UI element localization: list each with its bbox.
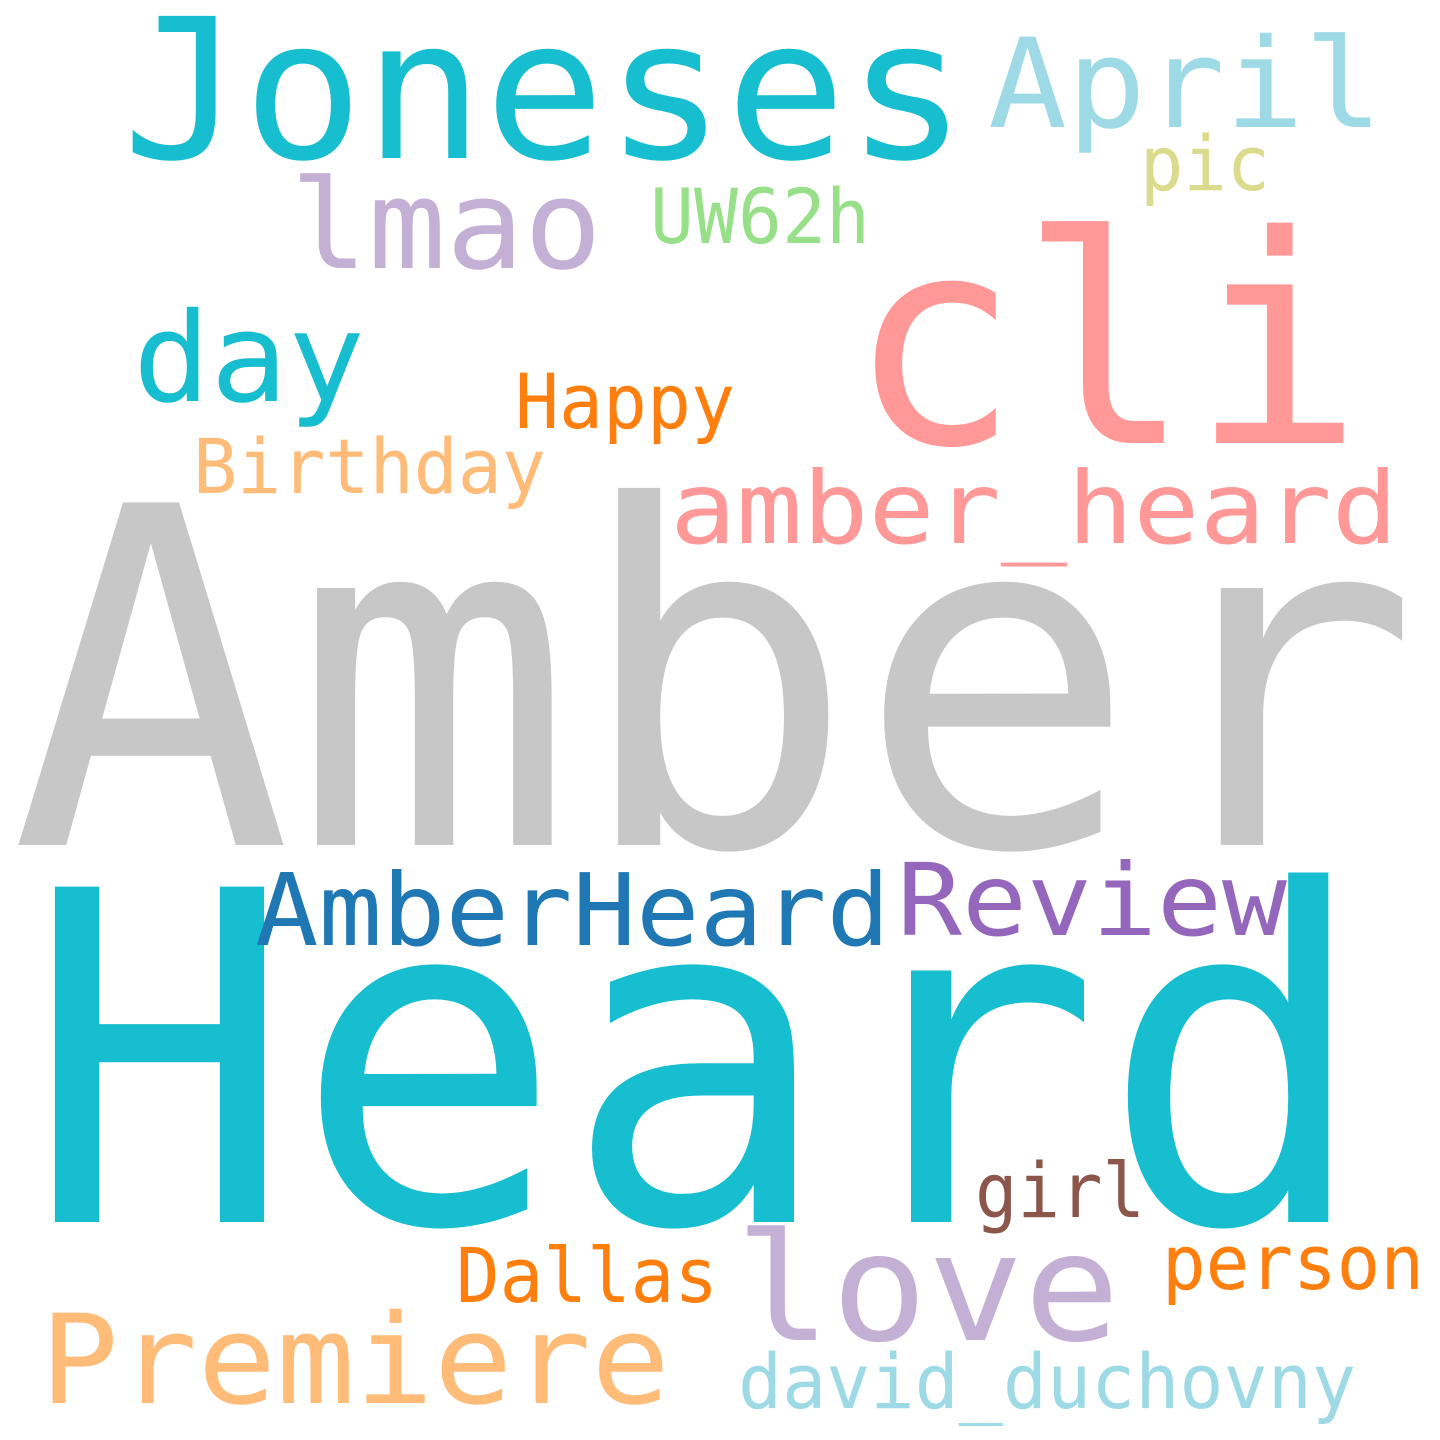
word-love: love bbox=[735, 1202, 1120, 1376]
word-joneses: Joneses bbox=[122, 0, 967, 204]
word-review: Review bbox=[897, 842, 1288, 959]
word-day: day bbox=[133, 287, 365, 431]
word-lmao: lmao bbox=[290, 154, 602, 298]
word-amber-heard-handle: amber_heard bbox=[670, 450, 1398, 567]
word-heard: Heard bbox=[25, 796, 1370, 1331]
word-person: person bbox=[1162, 1218, 1424, 1307]
word-amber: Amber bbox=[10, 409, 1420, 956]
word-amberheard: AmberHeard bbox=[255, 852, 890, 969]
word-dallas: Dallas bbox=[456, 1231, 718, 1320]
word-premiere: Premiere bbox=[40, 1289, 670, 1433]
word-pic: pic bbox=[1140, 119, 1270, 208]
word-david-duchovny: david_duchovny bbox=[738, 1337, 1356, 1426]
word-girl: girl bbox=[975, 1146, 1145, 1235]
word-uw62h: UW62h bbox=[650, 172, 870, 261]
word-cli: cli bbox=[848, 175, 1363, 512]
word-april: April bbox=[988, 13, 1383, 157]
word-birthday: Birthday bbox=[193, 422, 546, 511]
word-happy: Happy bbox=[515, 357, 735, 446]
